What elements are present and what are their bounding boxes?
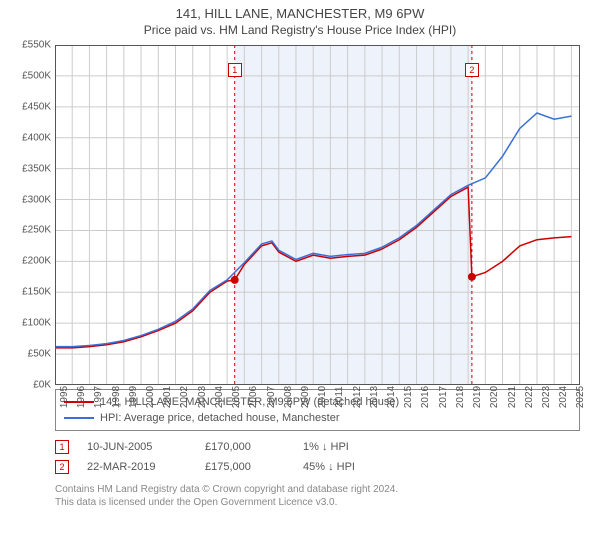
sale-vs-hpi: 45% ↓ HPI: [303, 457, 413, 477]
x-axis-label: 2005: [227, 386, 242, 408]
y-axis-label: £150K: [22, 287, 55, 298]
x-axis-label: 2021: [503, 386, 518, 408]
y-axis-label: £250K: [22, 225, 55, 236]
x-axis-label: 1996: [72, 386, 87, 408]
footer-line: This data is licensed under the Open Gov…: [55, 496, 580, 509]
legend-item: HPI: Average price, detached house, Manc…: [64, 410, 571, 426]
x-axis-label: 2025: [571, 386, 586, 408]
chart-title: 141, HILL LANE, MANCHESTER, M9 6PW: [0, 6, 600, 21]
attribution-footer: Contains HM Land Registry data © Crown c…: [55, 483, 580, 509]
price-chart: £0K£50K£100K£150K£200K£250K£300K£350K£40…: [55, 45, 580, 385]
x-axis-label: 2018: [451, 386, 466, 408]
x-axis-label: 1998: [107, 386, 122, 408]
x-axis-label: 2006: [244, 386, 259, 408]
x-axis-label: 2015: [399, 386, 414, 408]
x-axis-label: 2002: [175, 386, 190, 408]
y-axis-label: £400K: [22, 132, 55, 143]
legend-label: HPI: Average price, detached house, Manc…: [100, 410, 340, 426]
chart-subtitle: Price paid vs. HM Land Registry's House …: [0, 23, 600, 37]
sale-row: 2 22-MAR-2019 £175,000 45% ↓ HPI: [55, 457, 580, 477]
x-axis-label: 1999: [124, 386, 139, 408]
y-axis-label: £300K: [22, 194, 55, 205]
y-axis-label: £500K: [22, 70, 55, 81]
y-axis-label: £550K: [22, 40, 55, 51]
sale-date: 22-MAR-2019: [87, 457, 187, 477]
x-axis-label: 2020: [485, 386, 500, 408]
x-axis-label: 2003: [193, 386, 208, 408]
x-axis-label: 2008: [279, 386, 294, 408]
sale-marker-badge: 2: [55, 460, 69, 474]
y-axis-label: £450K: [22, 101, 55, 112]
footer-line: Contains HM Land Registry data © Crown c…: [55, 483, 580, 496]
x-axis-label: 2004: [210, 386, 225, 408]
x-axis-label: 2013: [365, 386, 380, 408]
x-axis-label: 2012: [348, 386, 363, 408]
sale-marker-badge: 2: [465, 63, 479, 77]
x-axis-label: 2011: [330, 386, 345, 408]
sale-price: £175,000: [205, 457, 285, 477]
x-axis-label: 2014: [382, 386, 397, 408]
sale-date: 10-JUN-2005: [87, 437, 187, 457]
sale-price: £170,000: [205, 437, 285, 457]
x-axis-label: 2024: [554, 386, 569, 408]
x-axis-label: 2023: [537, 386, 552, 408]
sale-marker-badge: 1: [55, 440, 69, 454]
x-axis-label: 2007: [262, 386, 277, 408]
x-axis-label: 2010: [313, 386, 328, 408]
legend-swatch: [64, 417, 94, 419]
y-axis-label: £200K: [22, 256, 55, 267]
x-axis-label: 1995: [55, 386, 70, 408]
x-axis-label: 2000: [141, 386, 156, 408]
title-block: 141, HILL LANE, MANCHESTER, M9 6PW Price…: [0, 0, 600, 37]
x-axis-label: 2016: [416, 386, 431, 408]
x-axis-label: 2022: [520, 386, 535, 408]
y-axis-label: £100K: [22, 318, 55, 329]
x-axis-label: 1997: [89, 386, 104, 408]
x-axis-label: 2019: [468, 386, 483, 408]
x-axis-label: 2001: [158, 386, 173, 408]
x-axis-label: 2017: [434, 386, 449, 408]
y-axis-label: £0K: [33, 380, 55, 391]
y-axis-label: £350K: [22, 163, 55, 174]
y-axis-label: £50K: [28, 349, 55, 360]
sale-vs-hpi: 1% ↓ HPI: [303, 437, 413, 457]
sale-marker-badge: 1: [228, 63, 242, 77]
x-axis-label: 2009: [296, 386, 311, 408]
sales-table: 1 10-JUN-2005 £170,000 1% ↓ HPI 2 22-MAR-2019…: [55, 437, 580, 477]
sale-row: 1 10-JUN-2005 £170,000 1% ↓ HPI: [55, 437, 580, 457]
